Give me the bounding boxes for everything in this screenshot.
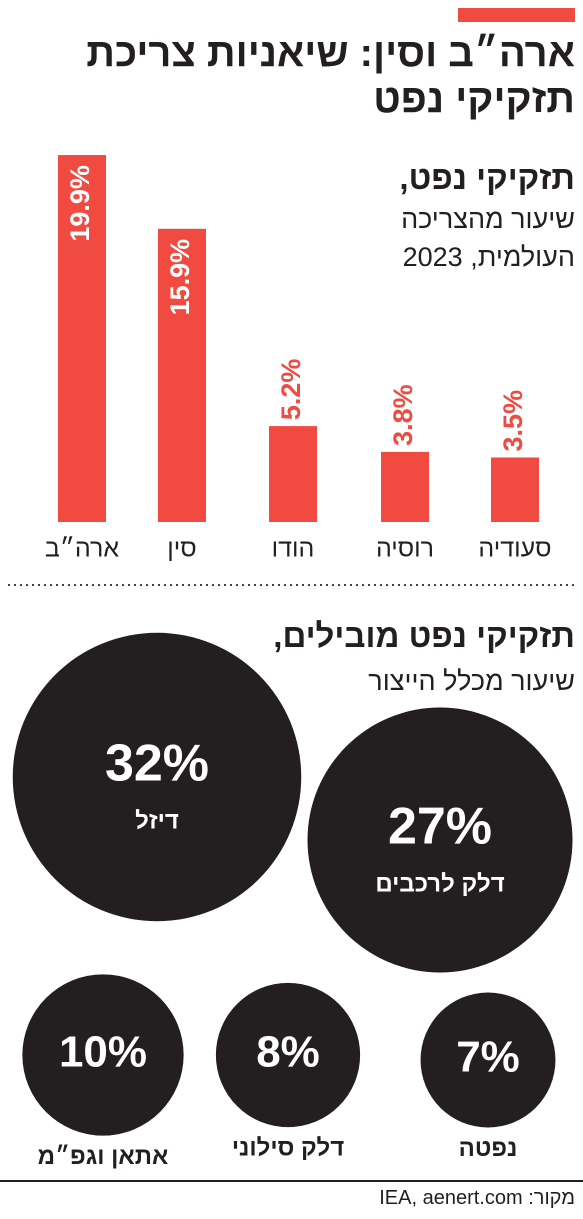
bar-chart-subtitle: שיעור מהצריכה העולמית, 2023 — [401, 204, 575, 272]
category-label: דלק לרכבים — [375, 870, 504, 897]
value-label: 19.9% — [65, 165, 95, 242]
category-label: סעודיה — [478, 535, 551, 563]
bar — [491, 457, 539, 522]
category-label: אתאן וגפ״מ — [38, 1143, 169, 1170]
category-label: נפטה — [459, 1135, 518, 1162]
value-label: 7% — [456, 1033, 520, 1082]
bubble-chart-title: תזקיקי נפט מובילים, — [273, 617, 575, 654]
category-label: הודו — [272, 535, 315, 563]
value-label: 15.9% — [165, 239, 195, 316]
value-label: 32% — [105, 735, 209, 793]
bar — [58, 155, 106, 522]
bubble — [22, 974, 184, 1136]
value-label: 8% — [256, 1028, 320, 1077]
value-label: 27% — [388, 798, 492, 856]
value-label: 5.2% — [276, 359, 306, 421]
bubble — [215, 982, 361, 1128]
value-label: 3.5% — [498, 390, 528, 452]
bar — [158, 228, 206, 522]
bubble — [307, 707, 573, 973]
bubble — [420, 992, 556, 1128]
bar — [269, 426, 317, 522]
bar-chart-title: תזקיקי נפט, — [399, 159, 575, 196]
bubble-chart-subtitle: שיעור מכלל הייצור — [368, 666, 575, 696]
source: מקור: IEA, aenert.com — [379, 1187, 575, 1209]
category-label: רוסיה — [376, 535, 434, 563]
category-label: דיזל — [135, 807, 179, 834]
accent-bar — [458, 8, 575, 22]
value-label: 3.8% — [388, 384, 418, 446]
bar — [381, 451, 429, 522]
category-label: סין — [167, 535, 196, 563]
main-title: ארה״ב וסין: שיאניות צריכת תזקיקי נפט — [86, 31, 575, 121]
bubble — [12, 632, 302, 922]
category-label: דלק סילוני — [232, 1134, 344, 1161]
category-label: ארה״ב — [45, 535, 119, 563]
value-label: 10% — [59, 1028, 147, 1077]
